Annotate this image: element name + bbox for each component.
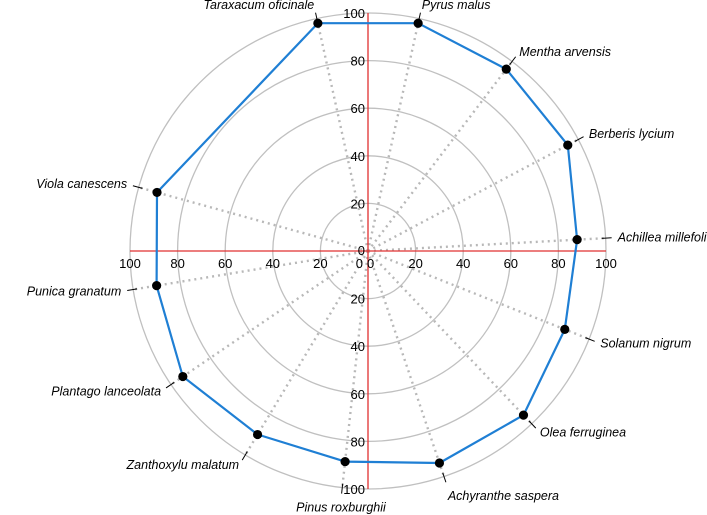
tick-right-80: 80 — [551, 256, 565, 271]
data-point-1 — [413, 18, 423, 28]
center-axes — [130, 13, 606, 489]
tick-top-60: 60 — [351, 101, 365, 116]
spoke-tick-4 — [601, 237, 612, 239]
spoke-8 — [341, 250, 370, 488]
radial-tick-labels: 000 20 20 20 20 40 40 40 40 60 60 60 60 80 80 80 80 100 10… — [119, 6, 617, 497]
data-point-9 — [252, 429, 263, 440]
spoke-5 — [367, 249, 590, 341]
spoke-1 — [366, 18, 421, 252]
tick-left-80: 80 — [170, 256, 184, 271]
spoke-11 — [132, 249, 369, 291]
tick-right-20: 20 — [408, 256, 422, 271]
data-point-10 — [178, 371, 188, 382]
data-point-4 — [572, 235, 582, 245]
tick-bottom-100: 100 — [343, 482, 365, 497]
tick-bottom-20: 20 — [351, 292, 365, 307]
spoke-2 — [367, 60, 513, 252]
series-line — [155, 22, 579, 465]
data-point-12 — [152, 187, 162, 198]
tick-right-0: 0 — [367, 256, 374, 271]
tick-bottom-40: 40 — [351, 339, 365, 354]
spoke-tick-9 — [241, 451, 248, 461]
category-label-5: Solanum nigrum — [600, 337, 691, 351]
tick-center-0: 0 — [358, 243, 365, 258]
spoke-tick-6 — [528, 420, 537, 429]
data-point-11 — [152, 281, 162, 291]
spoke-tick-7 — [442, 472, 447, 483]
spoke-7 — [366, 250, 446, 477]
category-label-2: Mentha arvensis — [519, 45, 611, 59]
category-labels: Taraxacum oficinale Pyrus malus Mentha arv… — [27, 0, 707, 515]
data-point-7 — [434, 458, 445, 468]
category-label-11: Punica granatum — [27, 284, 122, 298]
data-point-8 — [340, 456, 350, 467]
tick-right-100: 100 — [595, 256, 617, 271]
spoke-tick-11 — [127, 288, 138, 291]
category-label-8: Pinus roxburghii — [296, 501, 387, 515]
tick-left-40: 40 — [266, 256, 280, 271]
tick-top-20: 20 — [351, 196, 365, 211]
category-label-9: Zanthoxylu malatum — [126, 458, 240, 472]
data-series — [152, 18, 582, 468]
category-label-3: Berberis lycium — [589, 127, 674, 141]
spoke-tick-3 — [574, 136, 584, 142]
tick-top-80: 80 — [351, 54, 365, 69]
spoke-10 — [170, 250, 369, 386]
spoke-3 — [367, 138, 579, 253]
data-point-2 — [501, 64, 511, 74]
tick-bottom-80: 80 — [351, 434, 365, 449]
tick-left-60: 60 — [218, 256, 232, 271]
spoke-tick-2 — [509, 56, 517, 66]
spoke-tick-12 — [132, 185, 143, 189]
data-point-0 — [313, 18, 323, 28]
spoke-9 — [244, 250, 370, 456]
tick-top-40: 40 — [351, 149, 365, 164]
category-label-1: Pyrus malus — [422, 0, 491, 12]
spoke-tick-5 — [585, 337, 595, 342]
tick-bottom-60: 60 — [351, 387, 365, 402]
tick-left-20: 20 — [313, 256, 327, 271]
category-spokes — [127, 12, 612, 494]
spoke-6 — [367, 250, 533, 425]
tick-top-100: 100 — [343, 6, 365, 21]
category-label-12: Viola canescens — [36, 177, 127, 191]
spoke-0 — [315, 18, 370, 252]
tick-left-0: 0 — [356, 256, 363, 271]
category-label-0: Taraxacum oficinale — [204, 0, 315, 12]
tick-left-100: 100 — [119, 256, 141, 271]
category-label-6: Olea ferruginea — [540, 425, 626, 439]
spoke-4 — [367, 236, 606, 253]
spoke-12 — [138, 186, 369, 253]
data-point-3 — [563, 140, 573, 150]
spoke-tick-10 — [165, 381, 175, 389]
category-label-10: Plantago lanceolata — [51, 384, 161, 398]
spoke-tick-8 — [341, 483, 344, 494]
category-label-4: Achillea millefolium — [617, 230, 707, 244]
tick-right-40: 40 — [456, 256, 470, 271]
category-label-7: Achyranthe saspera — [447, 489, 559, 503]
data-point-6 — [518, 410, 529, 420]
data-point-5 — [560, 324, 570, 335]
tick-right-60: 60 — [504, 256, 518, 271]
